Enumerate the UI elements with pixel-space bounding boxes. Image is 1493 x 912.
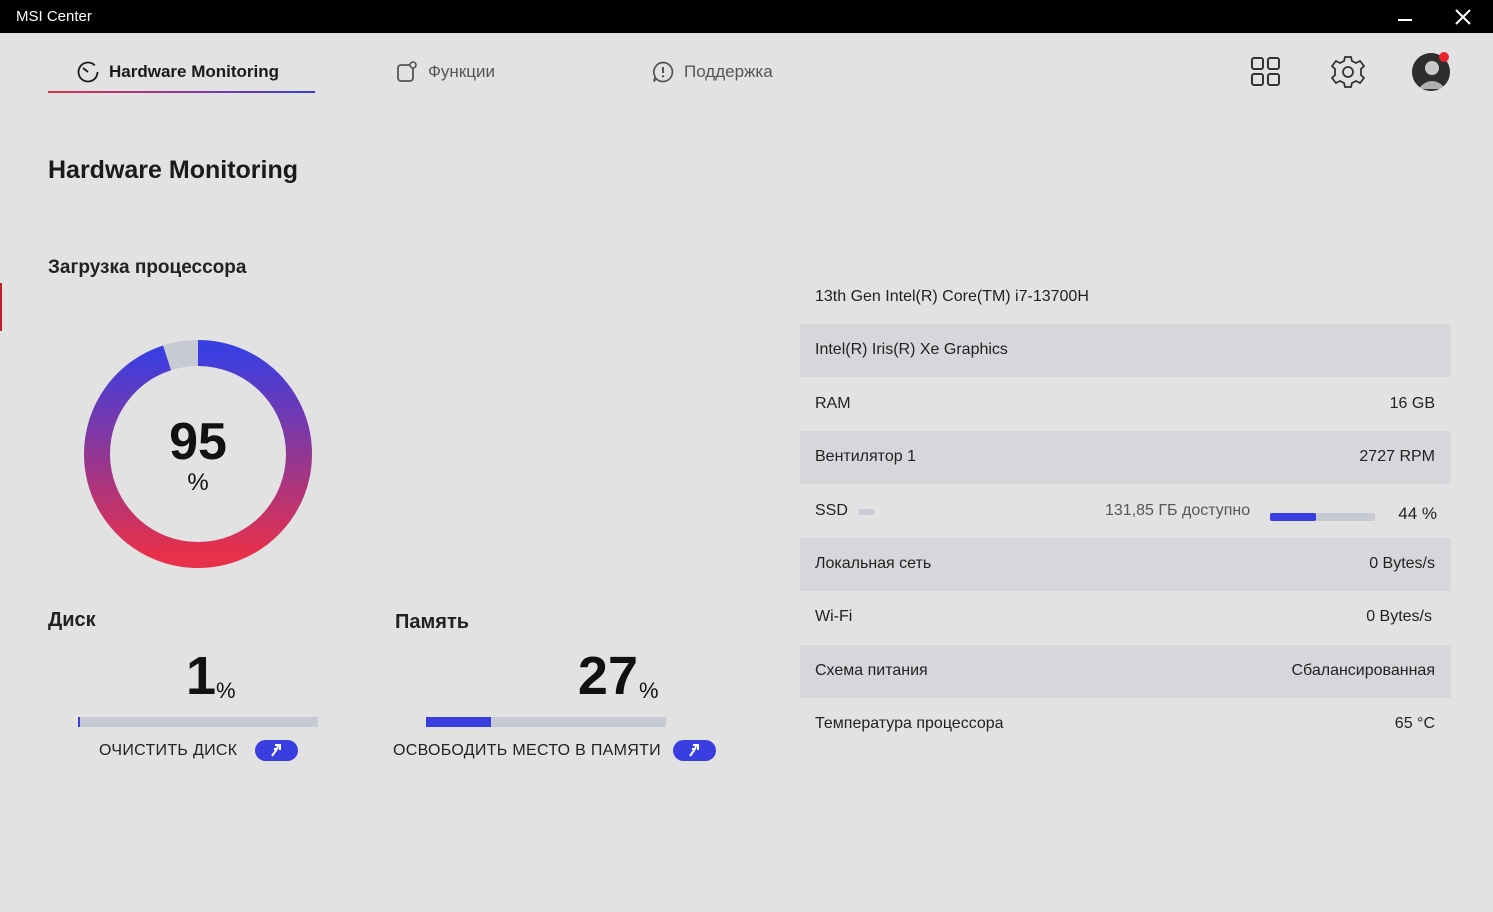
minimize-button[interactable] [1377, 0, 1435, 33]
minimize-icon [1398, 19, 1412, 21]
tab-support[interactable]: Поддержка [651, 50, 773, 94]
features-icon [397, 61, 417, 82]
ram-label: RAM [815, 395, 851, 412]
info-row-wifi: Wi-Fi 0 Bytes/s [800, 591, 1451, 644]
support-icon [653, 61, 674, 83]
info-row-cpu-temp: Температура процессора 65 °C [800, 698, 1451, 751]
title-bar: MSI Center [0, 0, 1493, 33]
cpu-temp-label: Температура процессора [815, 715, 1004, 732]
window-title: MSI Center [16, 8, 92, 25]
close-icon [1455, 9, 1471, 25]
cpu-name: 13th Gen Intel(R) Core(TM) i7-13700H [815, 288, 1089, 305]
memory-label: Память [395, 611, 470, 633]
lan-label: Локальная сеть [815, 555, 932, 572]
disk-unit: % [216, 678, 236, 703]
gpu-name: Intel(R) Iris(R) Xe Graphics [815, 341, 1008, 358]
memory-unit: % [639, 678, 659, 703]
boost-arrow-icon [689, 744, 699, 757]
info-row-power: Схема питания Сбалансированная [800, 645, 1451, 698]
free-memory-label[interactable]: ОСВОБОДИТЬ МЕСТО В ПАМЯТИ [393, 742, 661, 759]
cpu-load-label: Загрузка процессора [48, 257, 247, 278]
ssd-label: SSD [815, 502, 848, 519]
clean-disk-label[interactable]: ОЧИСТИТЬ ДИСК [99, 742, 238, 759]
clean-disk-button[interactable] [255, 740, 298, 761]
tab-label: Hardware Monitoring [109, 62, 280, 81]
avatar[interactable] [1412, 53, 1450, 91]
gear-icon[interactable] [1330, 54, 1366, 90]
ssd-free-space: 131,85 ГБ доступно [1105, 502, 1251, 519]
ram-value: 16 GB [1389, 395, 1435, 412]
close-button[interactable] [1435, 0, 1493, 33]
info-row-lan: Локальная сеть 0 Bytes/s [800, 538, 1451, 591]
power-plan-value: Сбалансированная [1291, 662, 1435, 679]
fan-label: Вентилятор 1 [815, 448, 916, 465]
ssd-usage-bar [1270, 513, 1375, 521]
info-row-cpu: 13th Gen Intel(R) Core(TM) i7-13700H [800, 271, 1451, 324]
monitor-dial-icon [77, 61, 99, 83]
info-row-ram: RAM 16 GB [800, 378, 1451, 431]
user-icon [1412, 53, 1450, 91]
active-tab-indicator [48, 91, 315, 93]
disk-usage-fill [78, 717, 81, 727]
free-memory-button[interactable] [673, 740, 716, 761]
ssd-usage-value: 44 % [1398, 504, 1437, 523]
power-plan-label: Схема питания [815, 662, 928, 679]
tab-functions[interactable]: Функции [395, 50, 495, 94]
fan-value: 2727 RPM [1359, 448, 1435, 465]
ssd-usage-fill [1270, 513, 1317, 521]
edge-highlight [0, 283, 2, 331]
tab-label: Функции [428, 62, 495, 81]
info-row-gpu: Intel(R) Iris(R) Xe Graphics [800, 324, 1451, 377]
boost-arrow-icon [271, 744, 281, 757]
cpu-load-gauge [84, 340, 312, 568]
apps-grid-icon[interactable] [1248, 54, 1284, 90]
wifi-value: 0 Bytes/s [1366, 608, 1432, 625]
disk-label: Диск [48, 609, 96, 631]
tab-hardware-monitoring[interactable]: Hardware Monitoring [76, 50, 279, 94]
tab-label: Поддержка [684, 62, 773, 81]
ssd-drive-indicator [859, 509, 874, 515]
memory-usage-bar [426, 717, 666, 727]
memory-usage-fill [426, 717, 491, 727]
disk-usage-bar [78, 717, 318, 727]
cpu-temp-value: 65 °C [1394, 715, 1435, 732]
cpu-load-unit: % [187, 469, 209, 496]
memory-value: 27 [577, 646, 638, 706]
info-row-ssd: SSD 131,85 ГБ доступно 44 % [800, 485, 1451, 538]
gauge-fill [84, 340, 312, 568]
lan-value: 0 Bytes/s [1369, 555, 1435, 572]
page-title: Hardware Monitoring [48, 156, 299, 184]
wifi-label: Wi-Fi [815, 608, 853, 625]
disk-value: 1 [185, 646, 216, 706]
notification-badge [1439, 52, 1449, 62]
info-row-fan: Вентилятор 1 2727 RPM [800, 431, 1451, 484]
cpu-load-value: 95 [169, 413, 227, 471]
